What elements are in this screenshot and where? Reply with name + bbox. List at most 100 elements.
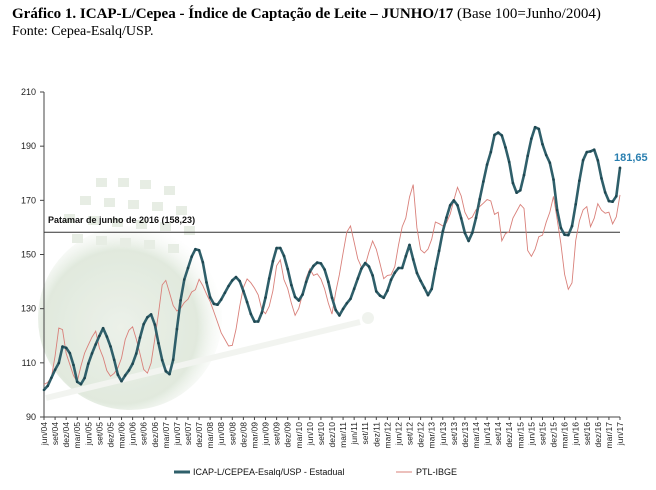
x-tick-label: dez/11 [371,422,381,447]
x-tick-label: mar/05 [72,422,82,449]
icap-data-point [563,233,566,236]
icap-data-point [227,284,230,288]
icap-data-point [559,226,563,230]
icap-data-point [463,231,467,235]
x-tick-label: jun/16 [571,422,581,446]
icap-data-point [367,265,371,268]
x-tick-label: mar/16 [560,422,570,449]
x-tick-label: jun/12 [393,422,403,446]
icap-data-point [205,281,208,284]
watermark-graphic [38,178,374,410]
icap-data-point [596,159,600,162]
legend: ICAP-L/CEPEA-Esalq/USP - Estadual PTL-IB… [174,467,457,477]
icap-data-point [496,131,500,134]
icap-data-point [245,300,249,304]
icap-data-point [552,178,555,181]
icap-data-point [42,388,46,392]
x-tick-label: mar/15 [515,422,525,449]
icap-data-point [515,191,518,194]
x-tick-label: set/10 [316,422,326,445]
icap-data-point [611,200,614,203]
icap-data-point [618,166,622,170]
x-tick-label: dez/13 [460,422,470,448]
icap-data-point [578,179,581,182]
icap-data-point [231,279,234,282]
icap-data-point [526,154,529,158]
icap-data-point [349,297,352,301]
y-tick-label: 190 [21,141,36,151]
icap-data-point [264,296,267,299]
x-tick-label: set/16 [582,422,592,445]
icap-data-point [149,313,153,316]
x-tick-label: dez/08 [238,422,248,448]
icap-data-point [297,299,301,302]
chart-source: Fonte: Cepea-Esalq/USP. [12,24,154,39]
icap-data-point [467,239,470,243]
icap-data-point [75,380,79,384]
icap-data-point [555,208,559,212]
icap-data-point [581,158,585,162]
icap-data-point [105,335,109,338]
icap-data-point [249,312,253,316]
x-tick-label: dez/07 [194,422,204,448]
y-tick-label: 90 [26,412,36,422]
icap-data-point [375,290,378,293]
icap-data-point [179,299,182,302]
icap-data-point [79,382,83,386]
icap-data-point [511,181,515,185]
icap-data-point [411,258,415,261]
x-tick-label: mar/13 [427,422,437,449]
icap-data-point [459,217,463,220]
x-tick-label: dez/06 [150,422,160,448]
x-tick-label: jun/07 [172,422,182,446]
x-tick-label: set/12 [405,422,415,445]
icap-data-point [386,289,389,293]
icap-data-point [219,298,223,301]
icap-data-point [452,199,456,202]
icap-data-point [434,267,437,271]
icap-data-point [341,307,345,311]
icap-data-point [242,289,245,293]
watermark-dot [362,312,374,324]
x-tick-label: set/05 [94,422,104,445]
x-tick-label: set/07 [183,422,193,445]
icap-data-point [120,379,123,383]
x-tick-label: mar/11 [338,422,348,448]
icap-data-point [537,127,541,131]
icap-data-point [271,259,275,263]
icap-data-point [334,308,338,312]
icap-data-point [574,203,577,206]
x-tick-label: dez/04 [61,422,71,448]
icap-data-point [116,373,120,376]
icap-data-point [408,243,411,247]
icap-data-point [382,296,386,300]
icap-data-point [190,255,193,258]
icap-data-point [123,374,127,377]
icap-data-point [423,286,426,290]
icap-data-point [127,369,131,372]
x-tick-label: set/04 [50,422,60,445]
icap-data-point [138,336,142,339]
icap-data-point [471,231,474,235]
icap-data-point [345,302,349,305]
x-tick-label: dez/05 [105,422,115,448]
chart-title: Gráfico 1. ICAP-L/Cepea - Índice de Capt… [12,6,601,23]
x-tick-label: jun/09 [261,422,271,446]
icap-data-point [194,247,197,251]
x-tick-label: dez/12 [416,422,426,448]
icap-data-point [83,376,86,380]
icap-data-point [415,271,419,275]
icap-data-point [234,275,238,279]
icap-data-point [378,294,382,297]
icap-data-point [544,153,548,157]
icap-data-point [504,146,507,149]
icap-data-point [64,346,68,350]
x-tick-label: jun/17 [615,422,625,446]
icap-data-point [171,358,175,362]
icap-data-point [474,216,478,220]
icap-data-point [175,327,179,331]
icap-data-point [507,160,511,164]
icap-data-point [607,199,611,203]
y-ticks: 90 110 130 150 170 190 210 [21,87,44,422]
